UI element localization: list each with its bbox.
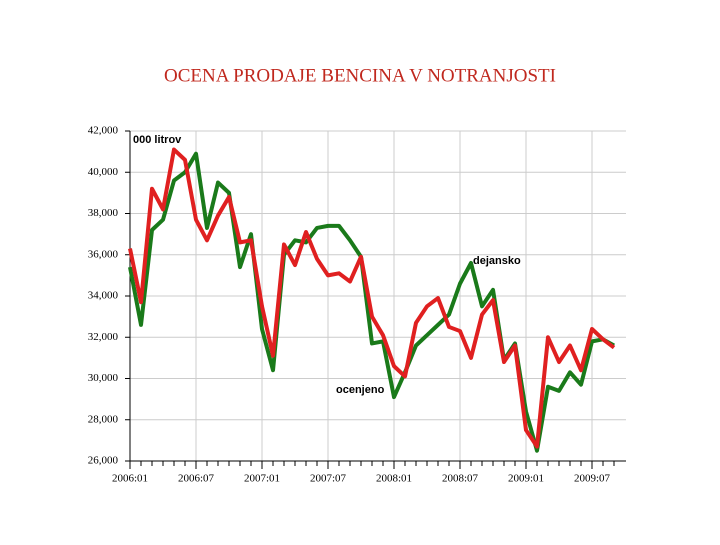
x-tick-label: 2009:07 [574, 473, 611, 485]
y-tick-label: 36,000 [88, 248, 119, 260]
series-annotation: ocenjeno [336, 384, 385, 396]
x-tick-label: 2006:01 [112, 473, 148, 485]
x-tick-label: 2008:07 [442, 473, 479, 485]
y-tick-label: 28,000 [88, 413, 119, 425]
y-tick-label: 40,000 [88, 166, 119, 178]
x-tick-label: 2007:01 [244, 473, 280, 485]
x-tick-label: 2007:07 [310, 473, 347, 485]
series-annotation: dejansko [473, 255, 521, 267]
y-tick-label: 26,000 [88, 455, 119, 467]
y-tick-label: 42,000 [88, 125, 119, 137]
unit-annotation: 000 litrov [133, 134, 182, 146]
x-tick-label: 2008:01 [376, 473, 412, 485]
x-tick-label: 2006:07 [178, 473, 215, 485]
series-line [128, 147, 616, 449]
y-tick-label: 34,000 [88, 290, 119, 302]
y-tick-label: 30,000 [88, 372, 119, 384]
x-tick-label: 2009:01 [508, 473, 544, 485]
chart-title: OCENA PRODAJE BENCINA V NOTRANJOSTI [164, 65, 556, 86]
y-tick-label: 32,000 [88, 331, 119, 343]
y-tick-label: 38,000 [88, 207, 119, 219]
